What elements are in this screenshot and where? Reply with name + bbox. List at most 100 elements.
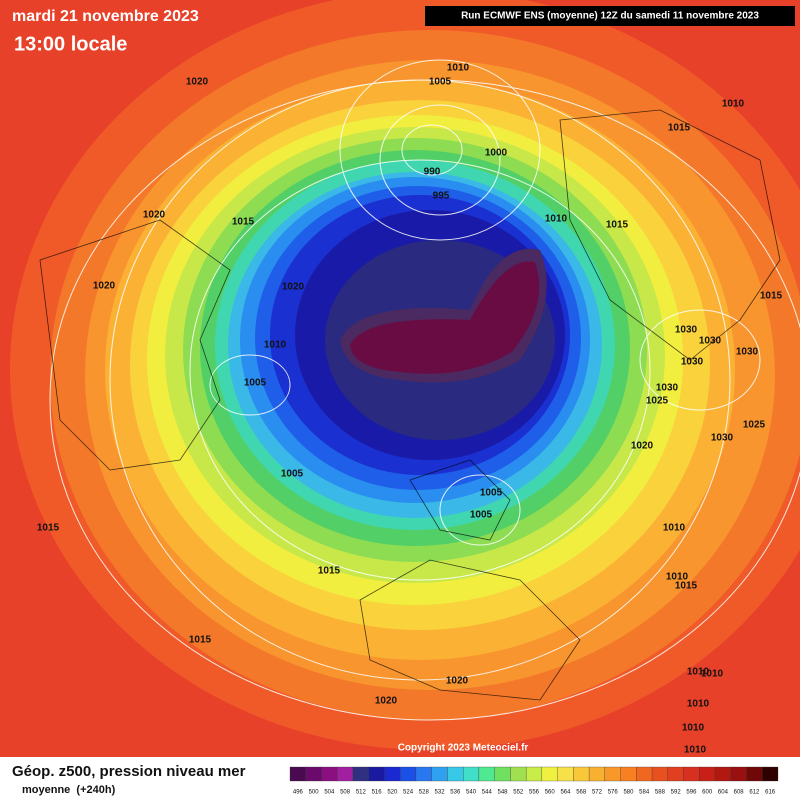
colorbar-label: 504 — [324, 790, 335, 796]
isobar-label: 1000 — [485, 148, 508, 159]
colorbar-swatch — [620, 766, 637, 782]
colorbar-label: 560 — [545, 790, 556, 796]
isobar-label: 1030 — [736, 347, 759, 358]
colorbar-swatch — [541, 766, 558, 782]
isobar-label: 1010 — [545, 214, 568, 225]
isobar-label: 1010 — [722, 99, 745, 110]
isobar-label: 1020 — [143, 210, 166, 221]
legend-title: Géop. z500, pression niveau mer — [12, 763, 246, 780]
colorbar-label: 532 — [435, 790, 446, 796]
colorbar-label: 608 — [734, 790, 745, 796]
colorbar-swatch — [431, 766, 448, 782]
isobar-label: 995 — [433, 191, 450, 202]
isobar-label: 1030 — [656, 383, 679, 394]
colorbar-label: 596 — [686, 790, 697, 796]
colorbar-label: 544 — [482, 790, 493, 796]
colorbar-label: 600 — [702, 790, 713, 796]
isobar-label: 1005 — [244, 378, 267, 389]
run-box — [425, 6, 795, 26]
isobar-label: 1005 — [429, 77, 452, 88]
geopotential-field — [10, 0, 800, 750]
colorbar-swatch — [321, 766, 338, 782]
colorbar-label: 556 — [529, 790, 540, 796]
isobar-label: 1020 — [93, 281, 116, 292]
colorbar-swatch — [525, 766, 543, 782]
isobar-label: 1020 — [446, 676, 469, 687]
isobar-label: 1015 — [318, 566, 341, 577]
copyright: Copyright 2023 Meteociel.fr — [398, 743, 529, 754]
colorbar-label: 604 — [718, 790, 729, 796]
isobar-label: 1010 — [687, 667, 710, 678]
colorbar-swatch — [463, 766, 480, 782]
isobar-label: 1030 — [675, 325, 698, 336]
colorbar-label: 528 — [419, 790, 430, 796]
isobar-label: 1010 — [701, 669, 724, 680]
colorbar-label: 520 — [387, 790, 398, 796]
colorbar-swatch — [400, 766, 417, 782]
colorbar-label: 552 — [513, 790, 524, 796]
colorbar-label: 540 — [466, 790, 477, 796]
isobar-label: 1015 — [760, 291, 783, 302]
colorbar-swatch — [573, 766, 590, 782]
colorbar-label: 508 — [340, 790, 351, 796]
colorbar-label: 572 — [592, 790, 603, 796]
colorbar-swatch — [384, 766, 401, 782]
colorbar-swatch — [337, 766, 354, 782]
colorbar: 496 500 504 508 512 516 520 524 528 532 536 540 544 5… — [289, 766, 779, 796]
colorbar-swatch — [557, 766, 574, 782]
colorbar-label: 616 — [765, 790, 776, 796]
isobar-label: 1030 — [711, 433, 734, 444]
isobar-label: 1030 — [699, 336, 722, 347]
run-info: Run ECMWF ENS (moyenne) 12Z du samedi 11… — [461, 11, 759, 22]
colorbar-label: 536 — [450, 790, 461, 796]
colorbar-swatch — [746, 766, 763, 782]
colorbar-label: 588 — [655, 790, 666, 796]
isobar-label: 1015 — [675, 581, 698, 592]
colorbar-label: 568 — [576, 790, 587, 796]
colorbar-label: 524 — [403, 790, 414, 796]
colorbar-label: 584 — [639, 790, 650, 796]
colorbar-swatch — [289, 766, 306, 782]
colorbar-swatch — [588, 766, 605, 782]
colorbar-swatch — [415, 766, 432, 782]
isobar-label: 1015 — [668, 123, 691, 134]
colorbar-swatch — [730, 766, 747, 782]
isobar-label: 1020 — [631, 441, 654, 452]
colorbar-swatch — [651, 766, 668, 782]
isobar-label: 1030 — [681, 357, 704, 368]
isobar-label: 1020 — [282, 282, 305, 293]
colorbar-label: 580 — [623, 790, 634, 796]
time: 13:00 locale — [14, 33, 127, 55]
colorbar-label: 516 — [372, 790, 383, 796]
colorbar-label: 496 — [293, 790, 304, 796]
isobar-label: 1020 — [186, 77, 209, 88]
date: mardi 21 novembre 2023 — [12, 8, 199, 25]
isobar-label: 1015 — [189, 635, 212, 646]
colorbar-label: 548 — [498, 790, 509, 796]
isobar-label: 1005 — [480, 488, 503, 499]
isobar-label: 1015 — [232, 217, 255, 228]
isobar-label: 1010 — [264, 340, 287, 351]
coastlines — [39, 109, 781, 701]
colorbar-label: 512 — [356, 790, 367, 796]
isobar-label: 990 — [424, 167, 441, 178]
colorbar-swatch — [699, 766, 716, 782]
isobar-label: 1015 — [606, 220, 629, 231]
colorbar-swatch — [636, 766, 653, 782]
isobar-lines — [49, 59, 800, 721]
colorbar-swatch — [714, 766, 731, 782]
colorbar-swatch — [447, 766, 464, 782]
colorbar-swatch — [667, 766, 684, 782]
isobar-label: 1010 — [682, 723, 705, 734]
colorbar-swatch — [305, 766, 322, 782]
isobar-label: 1025 — [646, 396, 669, 407]
colorbar-swatch — [368, 766, 385, 782]
colorbar-swatch — [604, 766, 621, 782]
legend-subtitle: moyenne (+240h) — [22, 784, 116, 796]
isobar-label: 1010 — [663, 523, 686, 534]
isobar-label: 1005 — [281, 469, 304, 480]
isobar-label: 1010 — [666, 572, 689, 583]
colorbar-swatch — [352, 766, 369, 782]
